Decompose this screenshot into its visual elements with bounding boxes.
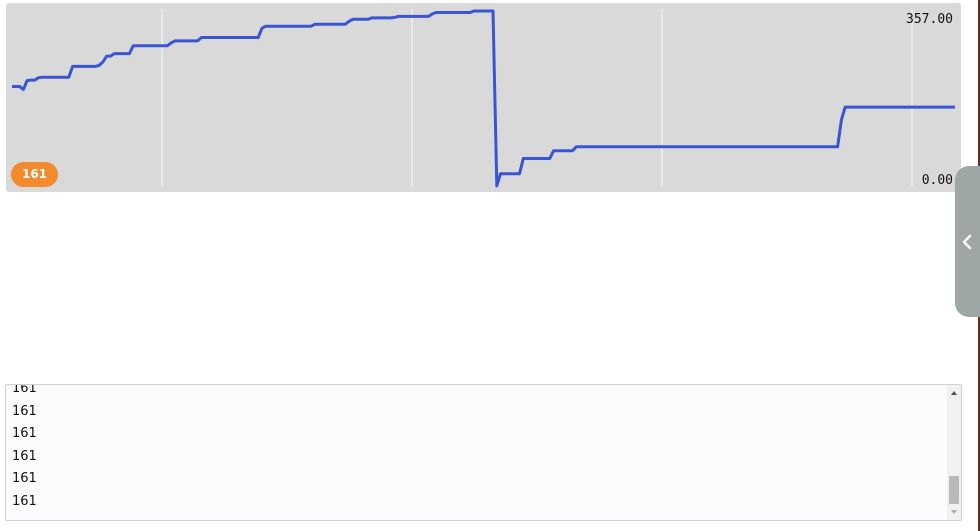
log-line: 161 bbox=[12, 384, 37, 401]
graph-min-label: 0.00 bbox=[922, 173, 953, 188]
log-list: 161 161 161 161 161 161 bbox=[12, 384, 37, 514]
side-panel-toggle[interactable] bbox=[955, 166, 980, 317]
triangle-down-icon[interactable] bbox=[949, 507, 959, 517]
triangle-up-icon[interactable] bbox=[949, 388, 959, 398]
current-value-badge: 161 bbox=[11, 162, 58, 187]
log-line: 161 bbox=[12, 468, 37, 491]
chevron-left-icon bbox=[961, 234, 973, 250]
series-line bbox=[12, 11, 955, 186]
log-line: 161 bbox=[12, 446, 37, 469]
graph-max-label: 357.00 bbox=[906, 12, 953, 27]
log-line: 161 bbox=[12, 401, 37, 424]
log-scrollbar[interactable] bbox=[947, 385, 961, 520]
graph-canvas bbox=[6, 3, 961, 192]
value-graph: 357.00 0.00 161 bbox=[6, 3, 961, 192]
log-line: 161 bbox=[12, 491, 37, 514]
value-log[interactable]: 161 161 161 161 161 161 bbox=[5, 384, 962, 521]
log-line: 161 bbox=[12, 423, 37, 446]
scrollbar-thumb[interactable] bbox=[949, 476, 959, 504]
